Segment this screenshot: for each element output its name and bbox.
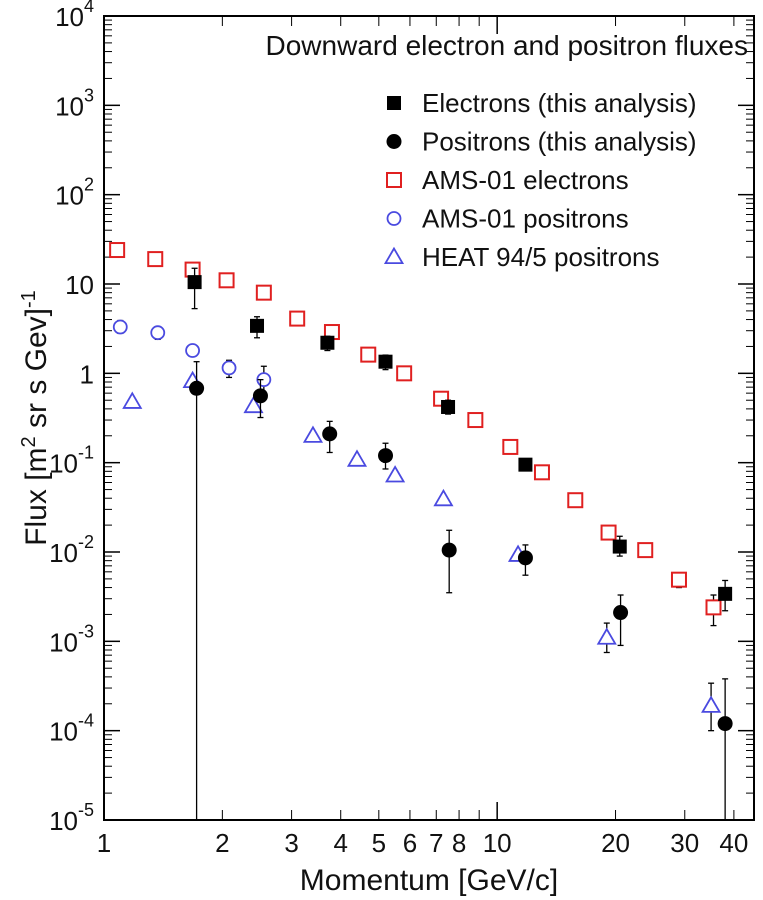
legend-entry: HEAT 94/5 positrons: [383, 242, 660, 272]
data-point: [567, 492, 584, 509]
x-tick-label: 7: [429, 828, 443, 858]
data-point: [218, 272, 235, 289]
data-point: [320, 335, 335, 350]
data-point: [502, 438, 519, 455]
data-point: [441, 399, 456, 414]
data-point: [250, 318, 265, 333]
y-axis-title: Flux [m2 sr s Gev]-1: [18, 290, 53, 546]
y-tick-label: 10: [65, 270, 94, 300]
data-point: [243, 395, 264, 414]
series-positrons-this-analysis: [189, 361, 733, 820]
legend-marker: [383, 246, 405, 265]
y-tick-label: 10-1: [49, 443, 94, 479]
x-tick-label: 20: [601, 828, 630, 858]
data-point: [378, 448, 394, 464]
data-point: [150, 325, 166, 341]
data-point: [717, 716, 733, 732]
data-point: [701, 695, 722, 713]
x-tick-label: 6: [403, 828, 417, 858]
legend-entry: AMS-01 positrons: [386, 204, 629, 234]
data-point: [596, 627, 617, 645]
data-point: [189, 380, 205, 396]
legend-entry: Electrons (this analysis): [387, 88, 697, 118]
data-point: [185, 343, 200, 358]
data-point: [467, 412, 484, 429]
legend-label: AMS-01 electrons: [422, 165, 629, 195]
series-ams-01-electrons: [109, 242, 722, 627]
legend-marker: [386, 172, 402, 188]
y-tick-label: 10-3: [49, 621, 94, 657]
x-tick-label: 5: [372, 828, 386, 858]
data-point: [221, 360, 237, 376]
data-point: [441, 542, 457, 558]
x-tick-label: 10: [483, 828, 512, 858]
x-tick-label: 1: [97, 828, 111, 858]
x-tick-label: 3: [284, 828, 298, 858]
legend-entry: Positrons (this analysis): [386, 127, 697, 157]
legend-entry: AMS-01 electrons: [386, 165, 629, 195]
axis-ticks: [103, 15, 754, 821]
data-point: [252, 388, 268, 404]
y-tick-label: 104: [55, 0, 94, 32]
data-point: [705, 599, 722, 616]
data-point: [187, 275, 202, 290]
legend-marker: [387, 96, 401, 110]
chart-title: Downward electron and positron fluxes: [266, 30, 748, 61]
legend-marker: [386, 211, 402, 226]
data-point: [612, 539, 627, 554]
x-axis-title: Momentum [GeV/c]: [300, 864, 558, 897]
y-tick-label: 102: [55, 175, 94, 211]
data-point: [396, 365, 413, 382]
plot-frame: [103, 15, 755, 821]
data-point: [255, 284, 272, 301]
data-marks: [109, 242, 733, 820]
legend-label: HEAT 94/5 positrons: [422, 242, 660, 272]
y-tick-label: 10-2: [49, 532, 94, 568]
y-tick-label: 1: [80, 359, 94, 389]
series-heat-94-5-positrons: [122, 370, 722, 732]
legend-label: Positrons (this analysis): [422, 127, 697, 157]
data-point: [517, 550, 533, 566]
y-tick-label: 10-5: [49, 800, 94, 836]
data-point: [147, 251, 164, 268]
legend-label: AMS-01 positrons: [422, 204, 629, 234]
data-point: [433, 488, 454, 507]
y-axis-tick-labels: 10-5 10-4 10-3 10-2 10-1 1 10 102 103 104: [49, 0, 94, 836]
data-point: [360, 346, 377, 363]
data-point: [613, 605, 629, 621]
data-point: [184, 261, 201, 278]
data-point: [718, 586, 733, 601]
data-point: [289, 310, 306, 327]
data-point: [600, 524, 617, 541]
series-ams-01-positrons: [112, 319, 272, 394]
data-point: [637, 542, 654, 559]
y-tick-label: 103: [55, 85, 94, 121]
data-point: [385, 465, 406, 483]
x-tick-label: 30: [670, 828, 699, 858]
data-point: [109, 242, 126, 259]
data-point: [346, 449, 368, 467]
x-tick-label: 40: [719, 828, 748, 858]
data-point: [378, 354, 393, 369]
data-point: [518, 457, 533, 472]
y-tick-label: 10-4: [49, 711, 94, 747]
data-point: [122, 391, 143, 409]
legend-marker: [386, 134, 402, 149]
data-point: [670, 571, 687, 588]
data-point: [322, 426, 338, 442]
x-tick-label: 8: [452, 828, 466, 858]
x-tick-label: 2: [215, 828, 229, 858]
legend-label: Electrons (this analysis): [422, 88, 697, 118]
x-axis-tick-labels: 1 2 3 4 5 6 7 8 10 20 30 40: [97, 828, 749, 858]
x-tick-label: 4: [333, 828, 347, 858]
data-point: [533, 464, 550, 481]
series-electrons-this-analysis: [187, 267, 733, 612]
data-point: [112, 319, 128, 335]
legend: Electrons (this analysis) Positrons (this…: [383, 88, 697, 272]
data-point: [302, 425, 324, 443]
